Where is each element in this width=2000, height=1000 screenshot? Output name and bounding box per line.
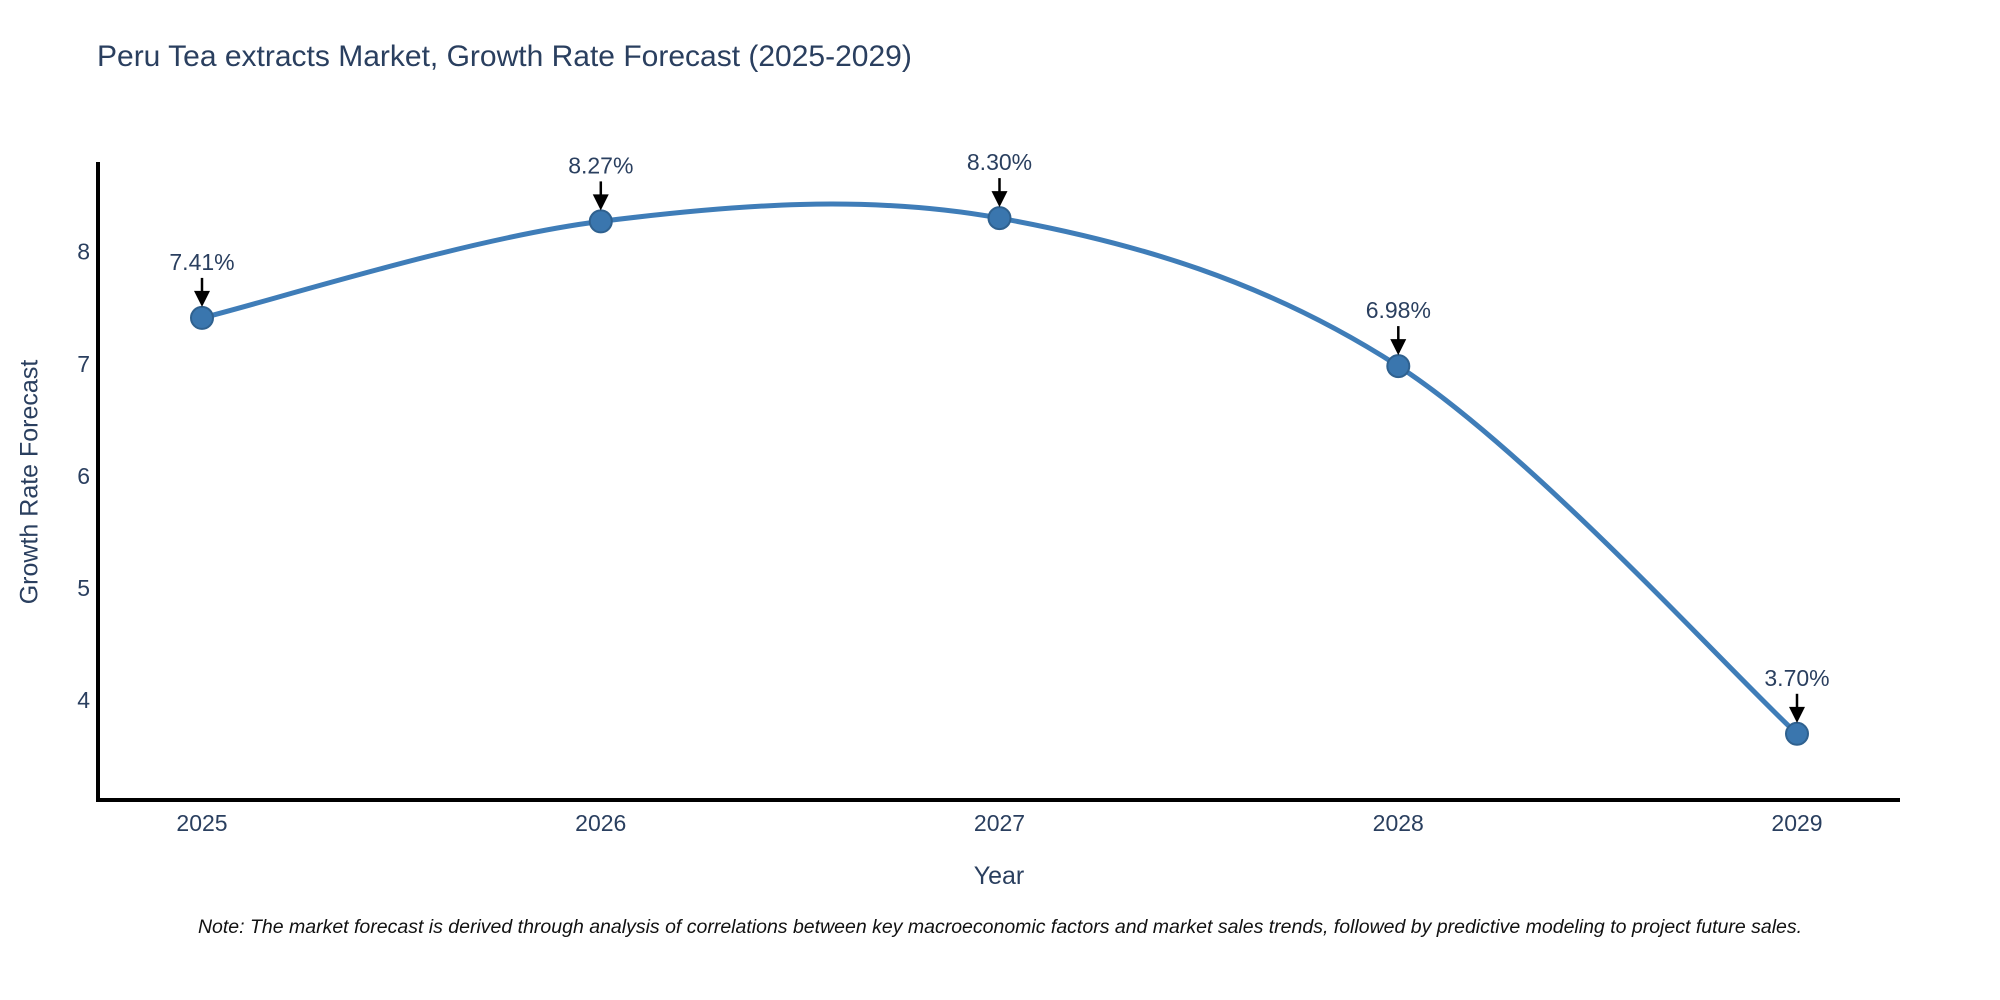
y-tick-label: 8: [77, 239, 90, 265]
data-point-marker: [1785, 721, 1809, 746]
data-point-value-label: 6.98%: [1366, 297, 1431, 323]
chart-title: Peru Tea extracts Market, Growth Rate Fo…: [97, 40, 912, 73]
data-point-marker: [588, 209, 613, 234]
annotation-arrowhead-icon: [1390, 339, 1407, 356]
trend-line: [199, 201, 1800, 737]
data-point-value-label: 8.30%: [967, 149, 1032, 175]
y-tick-label: 5: [77, 575, 90, 601]
footnote: Note: The market forecast is derived thr…: [197, 916, 1803, 938]
data-point-marker: [190, 305, 214, 330]
data-point-value-label: 7.41%: [169, 249, 234, 275]
x-tick-label: 2027: [974, 810, 1025, 836]
x-tick-label: 2028: [1373, 810, 1424, 836]
data-point-value-label: 8.27%: [568, 152, 633, 178]
axis-lines: [96, 162, 1900, 802]
x-axis-title: Year: [973, 862, 1025, 890]
data-point-value-label: 3.70%: [1764, 665, 1829, 691]
y-tick-label: 4: [77, 687, 90, 713]
x-tick-label: 2029: [1771, 810, 1822, 836]
annotation-arrowhead-icon: [991, 191, 1008, 208]
x-tick-label: 2025: [176, 810, 227, 836]
data-point-marker: [1386, 354, 1411, 379]
x-tick-label: 2026: [575, 810, 626, 836]
annotation-arrowhead-icon: [592, 194, 609, 211]
annotation-arrowhead-icon: [194, 290, 210, 307]
y-tick-label: 7: [77, 351, 90, 377]
annotation-arrowhead-icon: [1789, 706, 1805, 723]
data-point-marker: [987, 206, 1012, 231]
y-tick-label: 6: [77, 463, 90, 489]
